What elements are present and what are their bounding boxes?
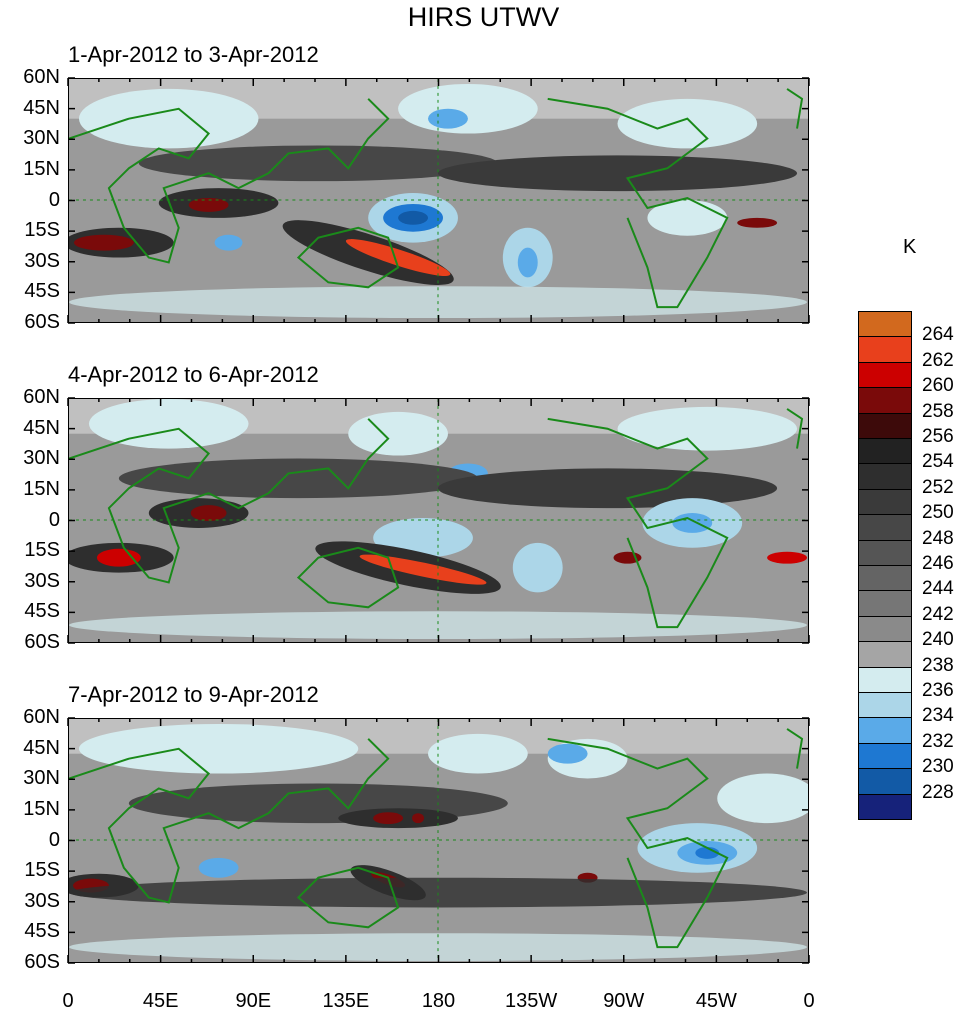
colorbar-label: 228 [922,781,954,803]
colorbar-label: 234 [922,705,954,727]
map-panel-2 [68,398,809,643]
colorbar-label: 260 [922,375,954,397]
utwv-field-2 [69,399,808,642]
colorbar-swatch [858,488,912,516]
lat-label: 0 [48,188,60,211]
colorbar-label: 254 [922,451,954,473]
map-panel-1 [68,78,809,323]
lat-label: 0 [48,508,60,531]
lat-label: 60N [23,706,60,728]
colorbar-swatch [858,438,912,465]
colorbar-swatch [858,641,912,668]
colorbar-label: 232 [922,730,954,752]
lat-label: 15N [23,157,60,180]
lat-label: 0 [48,828,60,851]
colorbar-label: 252 [922,476,954,498]
lat-label: 30N [23,447,60,470]
colorbar-label: 256 [922,426,954,447]
colorbar-label: 236 [922,680,954,701]
colorbar-swatch [858,717,912,744]
lat-label: 60N [23,66,60,88]
lat-label: 45S [24,280,60,303]
lon-label: 135W [505,990,558,1012]
lat-label: 15N [23,477,60,500]
colorbar-swatch [858,615,912,643]
lat-label: 45N [23,416,60,439]
colorbar-swatch [858,666,912,693]
colorbar-label: 248 [922,527,954,549]
lon-label: 0 [62,990,74,1012]
colorbar-label: 240 [922,629,954,651]
colorbar-swatch [858,463,912,490]
lat-label: 30S [24,889,60,912]
colorbar-swatch [858,514,912,541]
colorbar-swatch [858,361,912,389]
lat-label: 15S [24,539,60,562]
colorbar-label: 244 [922,578,954,600]
figure-title: HIRS UTWV [407,2,560,32]
colorbar-swatch [858,311,912,338]
lat-label: 30N [23,767,60,790]
colorbar-swatch [858,565,912,592]
lat-label: 15S [24,219,60,242]
colorbar-label: 258 [922,400,954,422]
colorbar-swatch [858,387,912,414]
panel-title-1: 1-Apr-2012 to 3-Apr-2012 [68,42,319,67]
lon-label: 180 [421,990,456,1012]
lon-label: 90W [603,990,645,1012]
lat-label: 60N [23,386,60,408]
lat-label: 45N [23,736,60,759]
lon-label: 135E [322,990,370,1012]
colorbar-label: 262 [922,349,954,371]
lat-label: 45S [24,600,60,623]
colorbar-label: 230 [922,756,954,778]
lat-label: 15S [24,859,60,882]
colorbar-swatch [858,539,912,566]
colorbar-label: 246 [922,553,954,574]
colorbar-swatch [858,768,912,795]
utwv-field-1 [69,79,808,322]
lat-label: 60S [24,311,60,333]
lat-label: 60S [24,951,60,973]
colorbar-label: 242 [922,603,954,625]
colorbar-unit: K [903,236,917,258]
panel-title-2: 4-Apr-2012 to 6-Apr-2012 [68,362,319,387]
lon-label: 90E [235,990,272,1012]
lon-label: 45E [142,990,179,1012]
colorbar-swatch [858,412,912,439]
colorbar-swatch [858,793,912,820]
lat-label: 45N [23,96,60,119]
utwv-field-3 [69,719,808,962]
lat-label: 30S [24,249,60,272]
map-panel-3 [68,718,809,963]
colorbar-swatch [858,692,912,719]
lat-label: 60S [24,631,60,653]
colorbar-swatch [858,336,912,363]
lon-label: 0 [803,990,815,1012]
panel-title-3: 7-Apr-2012 to 9-Apr-2012 [68,682,319,707]
colorbar-swatch [858,742,912,770]
lat-label: 15N [23,797,60,820]
colorbar-swatch [858,590,912,617]
lat-label: 30S [24,569,60,592]
lat-label: 30N [23,127,60,150]
colorbar-label: 264 [922,324,954,346]
lon-label: 45W [695,990,737,1012]
colorbar-label: 238 [922,654,954,676]
lat-label: 45S [24,920,60,943]
colorbar-label: 250 [922,502,954,524]
